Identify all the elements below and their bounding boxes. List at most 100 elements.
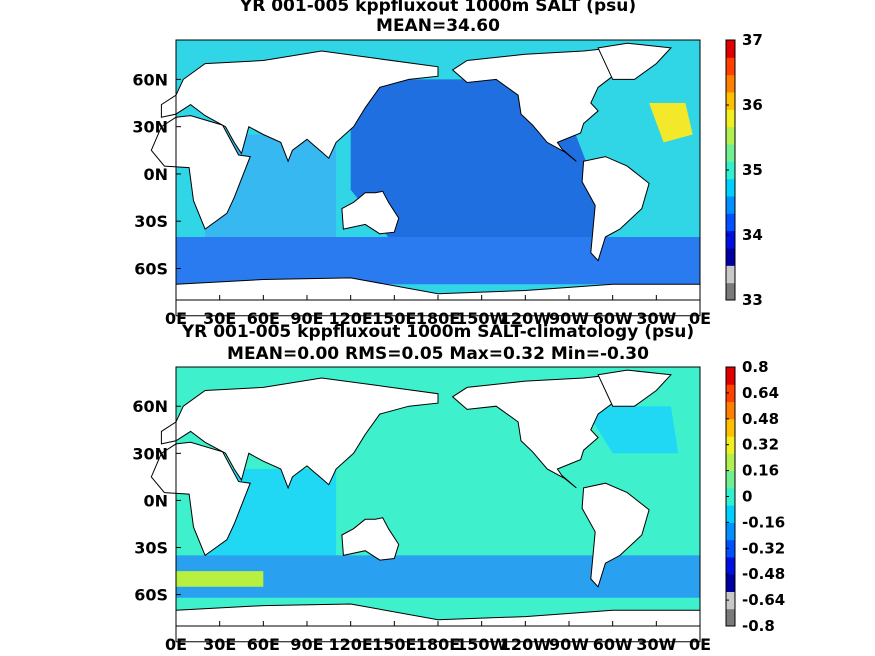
colorbar-segment — [726, 418, 735, 437]
x-tick-label: 150E — [372, 309, 416, 328]
x-tick-label: 30W — [636, 309, 676, 328]
x-tick-label: 150W — [456, 635, 507, 654]
bottom-salt-anomaly-map-chart: 60N 30N 0N 30S 60S 0E 30E 60E 90E 120E 150E 180E150… — [132, 358, 785, 654]
colorbar-segment — [726, 436, 735, 454]
colorbar-segment — [726, 539, 735, 558]
colorbar-segment — [726, 591, 735, 610]
colorbar-segment — [726, 401, 735, 420]
colorbar-tick-label: 0.16 — [742, 462, 779, 480]
southern-ocean-region — [176, 555, 700, 598]
continent-aus — [341, 517, 400, 561]
colorbar-segment — [726, 522, 735, 541]
continent-sa — [581, 482, 650, 588]
colorbar-tick-label: 33 — [742, 291, 763, 309]
colorbar-tick-label: 0.48 — [742, 410, 779, 428]
x-tick-label: 180E — [416, 309, 460, 328]
continent-greenland — [597, 42, 672, 80]
x-tick-label: 90E — [290, 635, 323, 654]
colorbar-tick-label: -0.8 — [742, 617, 775, 635]
top-chart-title: YR 001-005 kppfluxout 1000m SALT (psu) — [239, 0, 637, 16]
top-salt-map-chart: 60N 30N 0N 30S 60S 0E 30E 60E 90E 120E 150E 180E150… — [132, 31, 763, 328]
colorbar-segment — [726, 367, 735, 385]
y-tick-label: 0N — [143, 491, 168, 510]
x-tick-label: 30E — [203, 309, 236, 328]
colorbar-segment — [726, 505, 735, 523]
x-tick-label: 150W — [456, 309, 507, 328]
x-tick-label: 120W — [500, 309, 551, 328]
colorbar-tick-label: 36 — [742, 96, 763, 114]
colorbar-segment — [726, 608, 735, 627]
colorbar-segment — [726, 144, 735, 162]
colorbar-segment — [726, 574, 735, 592]
colorbar-segment — [726, 161, 735, 180]
colorbar-segment — [726, 92, 735, 110]
continent-eurasia — [160, 50, 439, 163]
continent-na — [451, 374, 614, 489]
x-tick-label: 120W — [500, 635, 551, 654]
y-tick-label: 60N — [132, 70, 168, 89]
colorbar-tick-label: 0.32 — [742, 436, 779, 454]
colorbar-segment — [726, 265, 735, 284]
colorbar-segment — [726, 248, 735, 266]
north-atlantic-high-region — [649, 103, 693, 143]
x-tick-label: 60E — [247, 635, 280, 654]
continent-na — [451, 47, 614, 162]
colorbar-tick-label: 0.8 — [742, 358, 769, 376]
x-tick-label: 90E — [290, 309, 323, 328]
colorbar-tick-label: -0.64 — [742, 591, 785, 609]
colorbar-tick-label: 0 — [742, 488, 752, 506]
colorbar-segment — [726, 213, 735, 232]
y-tick-label: 30S — [134, 212, 168, 231]
bottom-chart-title: YR 001-005 kppfluxout 1000m SALT-climato… — [181, 322, 695, 342]
north-atlantic-region — [583, 406, 679, 454]
colorbar-segment — [726, 196, 735, 214]
colorbar-segment — [726, 470, 735, 489]
colorbar-segment — [726, 453, 735, 472]
colorbar-tick-label: -0.48 — [742, 565, 785, 583]
x-tick-label: 60W — [593, 635, 633, 654]
colorbar-segment — [726, 109, 735, 128]
x-tick-label: 180E — [416, 635, 460, 654]
x-tick-label: 30E — [203, 635, 236, 654]
x-tick-label: 90W — [549, 309, 589, 328]
colorbar-segment — [726, 178, 735, 197]
x-tick-label: 120E — [329, 309, 373, 328]
colorbar: 0.8 0.64 0.48 0.32 0.16 0 -0.16 -0.32 -0.48 -0.64… — [725, 358, 785, 635]
x-tick-label: 150E — [372, 635, 416, 654]
colorbar-tick-label: 35 — [742, 161, 763, 179]
bottom-chart-subtitle: MEAN=0.00 RMS=0.05 Max=0.32 Min=-0.30 — [227, 344, 649, 364]
continent-aus — [341, 190, 400, 235]
x-tick-label: 0E — [689, 635, 711, 654]
x-tick-label: 0E — [165, 635, 187, 654]
colorbar: 37 36 35 34 33 — [725, 31, 763, 309]
x-tick-label: 90W — [549, 635, 589, 654]
colorbar-tick-label: -0.16 — [742, 513, 785, 531]
continent-greenland — [597, 369, 672, 407]
y-tick-label: 60N — [132, 397, 168, 416]
colorbar-segment — [726, 57, 735, 76]
colorbar-segment — [726, 487, 735, 506]
colorbar-tick-label: -0.32 — [742, 539, 785, 557]
x-tick-label: 30W — [636, 635, 676, 654]
colorbar-segment — [726, 230, 735, 249]
y-tick-label: 60S — [134, 586, 168, 605]
colorbar-segment — [726, 384, 735, 403]
colorbar-segment — [726, 126, 735, 145]
continent-sa — [581, 156, 650, 262]
colorbar-tick-label: 34 — [742, 226, 763, 244]
colorbar-segment — [726, 74, 735, 93]
y-tick-label: 0N — [143, 165, 168, 184]
southern-ocean-region — [176, 237, 700, 285]
colorbar-segment — [726, 282, 735, 301]
map-area: 60N 30N 0N 30S 60S 0E 30E 60E 90E 120E 150E 180E150… — [132, 366, 711, 654]
continent-eurasia — [160, 377, 439, 490]
colorbar-segment — [726, 556, 735, 575]
y-tick-label: 30S — [134, 539, 168, 558]
y-tick-label: 30N — [132, 444, 168, 463]
x-tick-label: 0E — [165, 309, 187, 328]
x-tick-label: 0E — [689, 309, 711, 328]
top-chart-subtitle: MEAN=34.60 — [376, 16, 500, 36]
south-atlantic-anomaly-region — [176, 571, 264, 587]
colorbar-tick-label: 0.64 — [742, 384, 779, 402]
x-tick-label: 60E — [247, 309, 280, 328]
